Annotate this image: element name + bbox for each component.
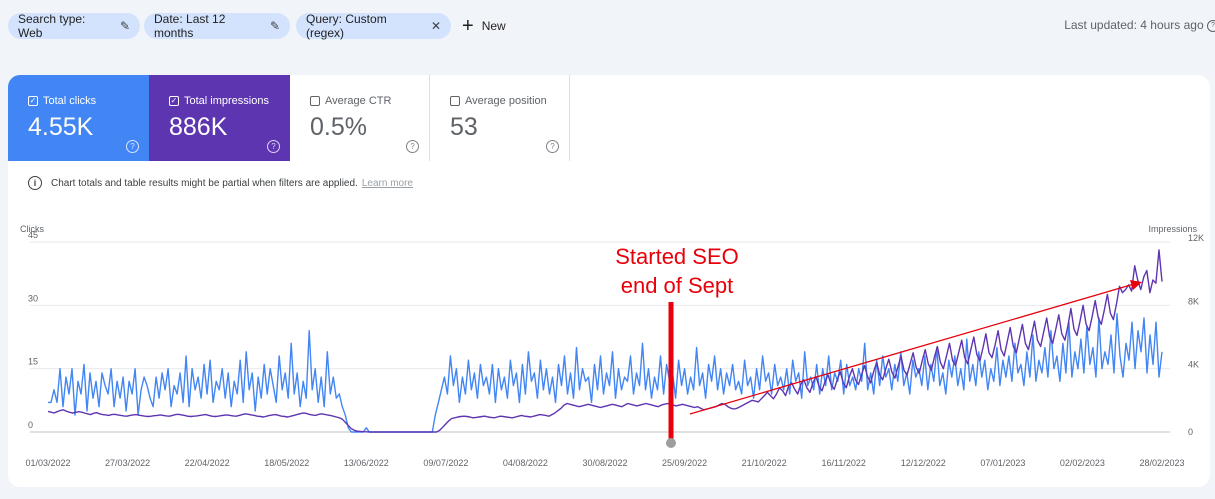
x-tick-label: 27/03/2022 xyxy=(105,458,150,468)
y-tick-right: 8K xyxy=(1188,296,1199,306)
learn-more-link[interactable]: Learn more xyxy=(361,177,413,189)
y-tick-left: 30 xyxy=(28,293,38,303)
x-tick-label: 13/06/2022 xyxy=(344,458,389,468)
series-line-clicks xyxy=(48,313,1163,433)
y-tick-right: 4K xyxy=(1188,360,1199,370)
help-icon[interactable]: ? xyxy=(126,140,139,153)
help-icon[interactable]: ? xyxy=(546,140,559,153)
checkbox-unchecked-icon[interactable] xyxy=(310,96,320,106)
chip-label: Query: Custom (regex) xyxy=(306,12,387,40)
x-tick-label: 18/05/2022 xyxy=(264,458,309,468)
filter-bar: Search type: Web ✎ Date: Last 12 months … xyxy=(0,0,1215,50)
checkbox-checked-icon[interactable]: ✓ xyxy=(28,96,38,106)
trend-arrow-line xyxy=(689,283,1135,415)
x-tick-label: 28/02/2023 xyxy=(1139,458,1184,468)
chip-label: Search type: Web xyxy=(18,12,86,40)
pencil-icon[interactable]: ✎ xyxy=(269,19,280,33)
metric-average-position[interactable]: Average position 53 ? xyxy=(430,75,570,161)
filter-chip-date[interactable]: Date: Last 12 months ✎ xyxy=(144,12,290,40)
metric-total-clicks[interactable]: ✓ Total clicks 4.55K ? xyxy=(8,75,149,161)
metric-value: 4.55K xyxy=(28,113,94,141)
metric-value: 886K xyxy=(169,113,228,141)
x-tick-label: 22/04/2022 xyxy=(185,458,230,468)
new-filter-button[interactable]: + New xyxy=(462,13,506,39)
new-filter-label: New xyxy=(481,19,506,33)
annotation-text: end of Sept xyxy=(621,273,734,298)
x-tick-label: 02/02/2023 xyxy=(1060,458,1105,468)
filter-chip-query[interactable]: Query: Custom (regex) ✕ xyxy=(296,12,451,40)
x-tick-label: 21/10/2022 xyxy=(742,458,787,468)
metric-label: Average CTR xyxy=(325,95,392,107)
chip-label: Date: Last 12 months xyxy=(154,12,226,40)
x-tick-label: 25/09/2022 xyxy=(662,458,707,468)
y-tick-left: 15 xyxy=(28,357,38,367)
series-line-impressions xyxy=(47,249,1163,433)
checkbox-checked-icon[interactable]: ✓ xyxy=(169,96,179,106)
metric-total-impressions[interactable]: ✓ Total impressions 886K ? xyxy=(149,75,290,161)
y-axis-label-left: Clicks xyxy=(20,224,44,234)
plus-icon: + xyxy=(462,15,474,37)
y-axis-label-right: Impressions xyxy=(1148,224,1197,234)
info-icon: i xyxy=(28,176,42,190)
filter-chip-search-type[interactable]: Search type: Web ✎ xyxy=(8,12,140,40)
metric-average-ctr[interactable]: Average CTR 0.5% ? xyxy=(290,75,430,161)
x-tick-label: 07/01/2023 xyxy=(980,458,1025,468)
partial-data-notice: i Chart totals and table results might b… xyxy=(28,176,413,190)
x-tick-label: 30/08/2022 xyxy=(582,458,627,468)
metric-value: 0.5% xyxy=(310,113,367,141)
metric-value: 53 xyxy=(450,113,478,141)
notice-text: Chart totals and table results might be … xyxy=(51,177,358,189)
y-tick-right: 12K xyxy=(1188,233,1204,243)
metric-label: Average position xyxy=(465,95,547,107)
trend-arrow-head xyxy=(1130,280,1142,290)
pencil-icon[interactable]: ✎ xyxy=(119,19,130,33)
help-icon[interactable]: ? xyxy=(267,140,280,153)
x-tick-label: 12/12/2022 xyxy=(901,458,946,468)
checkbox-unchecked-icon[interactable] xyxy=(450,96,460,106)
help-icon[interactable]: ? xyxy=(1207,19,1215,32)
close-icon[interactable]: ✕ xyxy=(430,19,441,33)
y-tick-left: 0 xyxy=(28,420,33,430)
x-tick-label: 04/08/2022 xyxy=(503,458,548,468)
last-updated-text: Last updated: 4 hours ago xyxy=(1064,18,1204,32)
y-tick-right: 0 xyxy=(1188,427,1193,437)
annotation-marker-dot xyxy=(666,438,676,448)
metric-label: Total clicks xyxy=(43,95,97,107)
metric-label: Total impressions xyxy=(184,95,269,107)
annotation-text: Started SEO xyxy=(615,244,739,269)
help-icon[interactable]: ? xyxy=(406,140,419,153)
last-updated: Last updated: 4 hours ago ? xyxy=(1064,18,1215,32)
x-tick-label: 09/07/2022 xyxy=(423,458,468,468)
x-tick-label: 01/03/2022 xyxy=(25,458,70,468)
y-tick-left: 45 xyxy=(28,230,38,240)
x-tick-label: 16/11/2022 xyxy=(822,458,866,468)
